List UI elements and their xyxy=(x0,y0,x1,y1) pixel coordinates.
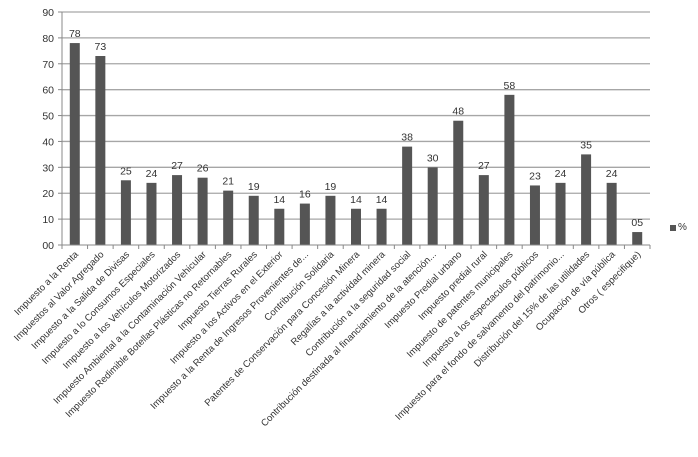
data-label: 14 xyxy=(273,194,285,206)
data-label: 24 xyxy=(555,168,567,180)
data-label: 27 xyxy=(478,160,490,172)
data-label: 25 xyxy=(120,165,132,177)
bar xyxy=(504,94,515,245)
bar xyxy=(376,208,387,245)
y-tick-label: 80 xyxy=(42,33,54,45)
y-tick-label: 00 xyxy=(42,240,54,252)
bar xyxy=(172,175,183,245)
bar xyxy=(69,43,80,245)
data-label: 23 xyxy=(529,170,541,182)
bar xyxy=(529,185,540,245)
data-label: 35 xyxy=(580,139,592,151)
bar xyxy=(606,182,617,245)
data-label: 14 xyxy=(350,194,362,206)
y-tick-label: 40 xyxy=(42,136,54,148)
bar xyxy=(632,232,643,245)
bar xyxy=(197,177,208,245)
bar xyxy=(223,190,234,245)
data-label: 16 xyxy=(299,189,311,201)
data-label: 38 xyxy=(401,132,413,144)
gridlines xyxy=(62,11,650,220)
bar xyxy=(555,182,566,245)
bar xyxy=(351,208,361,245)
data-label: 05 xyxy=(631,217,643,229)
data-label: 24 xyxy=(146,168,158,180)
data-label: 30 xyxy=(427,152,439,164)
data-label: 73 xyxy=(95,41,107,53)
y-tick-label: 20 xyxy=(42,188,54,200)
bars: 78 73 25 24 27 26 21 19 14 16 19 14 14 38 30 48 27 58 23 24… xyxy=(69,28,643,246)
y-axis: 00 10 20 30 40 50 60 70 80 90 xyxy=(42,7,63,252)
bar xyxy=(427,167,438,245)
bar xyxy=(120,180,131,245)
bar xyxy=(453,120,464,245)
data-label: 26 xyxy=(197,163,209,175)
legend-swatch-icon xyxy=(670,224,676,231)
y-tick-label: 50 xyxy=(42,111,54,123)
bar xyxy=(402,146,413,245)
data-label: 14 xyxy=(376,194,388,206)
data-label: 48 xyxy=(452,106,464,118)
data-label: 24 xyxy=(606,168,618,180)
data-label: 19 xyxy=(325,181,337,193)
data-label: 21 xyxy=(222,176,234,188)
bar xyxy=(581,154,592,245)
bar xyxy=(274,208,285,245)
data-label: 19 xyxy=(248,181,260,193)
bar xyxy=(299,203,310,245)
legend-label: % xyxy=(678,222,687,233)
y-tick-label: 30 xyxy=(42,162,54,174)
bar xyxy=(325,195,336,245)
bar xyxy=(146,182,157,245)
data-label: 58 xyxy=(504,80,516,92)
y-tick-label: 60 xyxy=(42,85,54,97)
bar xyxy=(478,175,489,245)
bar xyxy=(248,195,259,245)
y-tick-label: 70 xyxy=(42,59,54,71)
data-label: 27 xyxy=(171,160,183,172)
y-tick-label: 10 xyxy=(42,214,54,226)
y-tick-label: 90 xyxy=(42,7,54,19)
legend: % xyxy=(670,222,687,233)
data-label: 78 xyxy=(69,28,81,40)
bar xyxy=(95,56,106,246)
